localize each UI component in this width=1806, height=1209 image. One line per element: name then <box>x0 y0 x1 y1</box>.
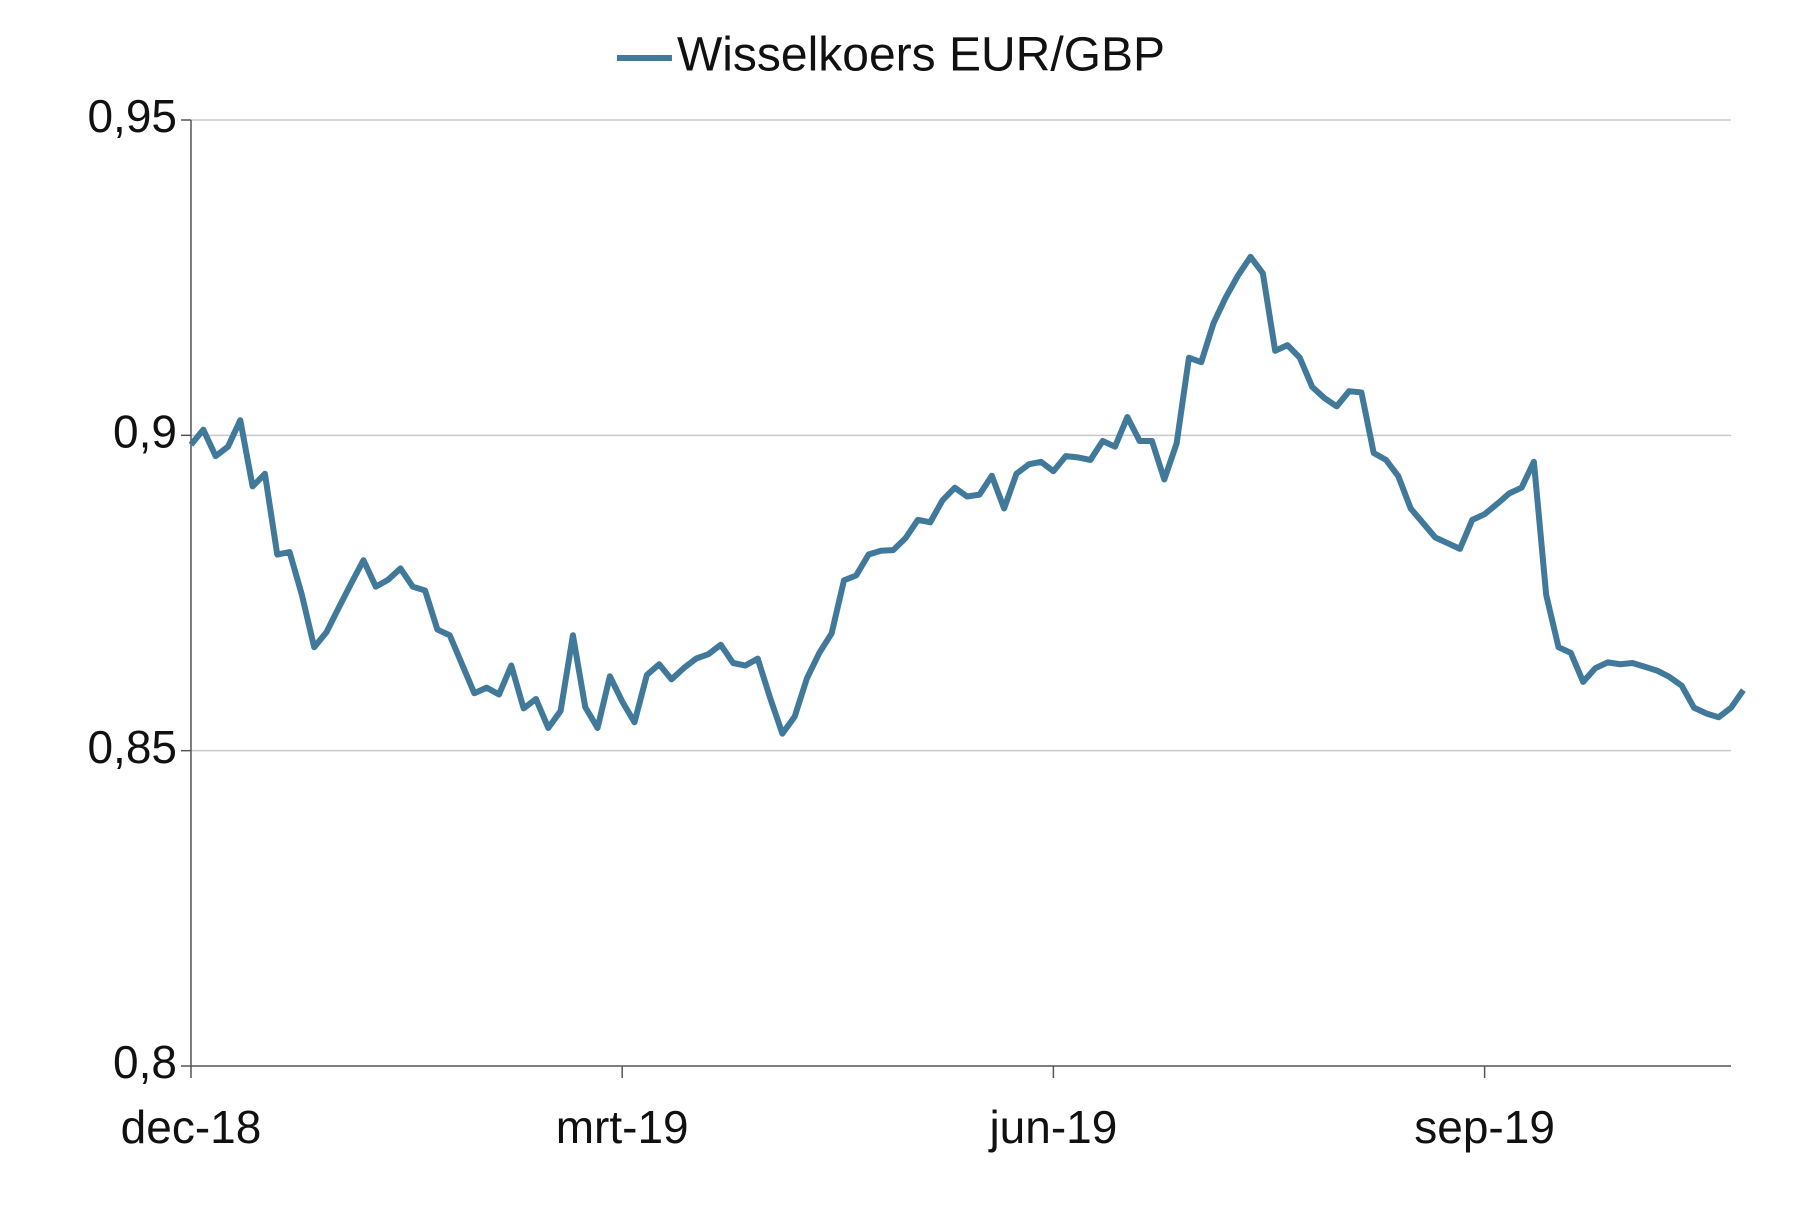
y-tick-label: 0,95 <box>87 90 177 142</box>
x-tick-label: jun-19 <box>987 1101 1117 1153</box>
y-tick-label: 0,85 <box>87 721 177 773</box>
x-tick-label: dec-18 <box>121 1101 262 1153</box>
x-tick-label: mrt-19 <box>556 1101 689 1153</box>
legend-label: Wisselkoers EUR/GBP <box>677 29 1165 82</box>
legend-item: Wisselkoers EUR/GBP <box>616 29 1165 82</box>
y-tick-label: 0,8 <box>113 1036 177 1088</box>
x-tick-label: sep-19 <box>1414 1101 1555 1153</box>
data-line <box>188 253 1746 737</box>
y-tick-label: 0,9 <box>113 405 177 457</box>
